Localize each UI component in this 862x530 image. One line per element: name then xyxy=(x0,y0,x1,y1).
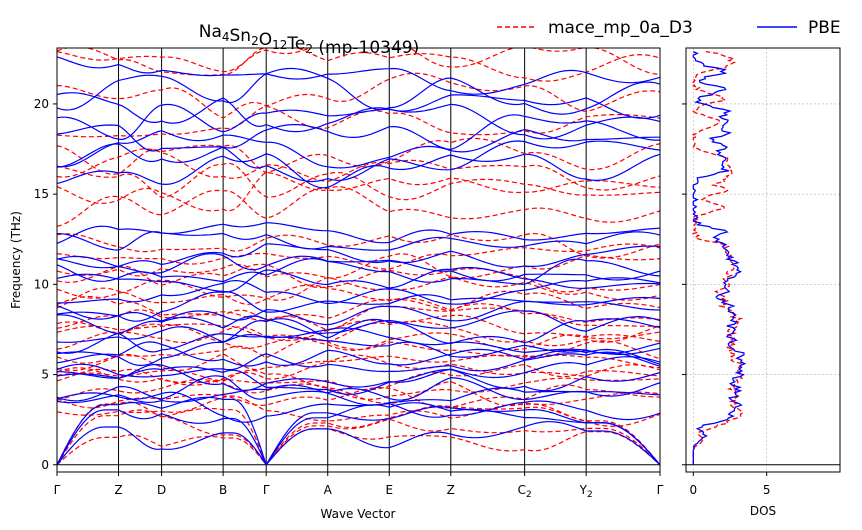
y-tick-label: 5 xyxy=(41,368,49,382)
band-line-pbe xyxy=(57,92,660,133)
band-line-mace xyxy=(57,284,660,312)
band-y-ticks: 0 5 10 15 20 xyxy=(34,97,57,472)
band-line-pbe xyxy=(57,128,660,169)
band-line-mace xyxy=(57,276,660,301)
dos-line-mace xyxy=(691,50,745,465)
band-line-mace xyxy=(57,369,660,400)
band-line-mace xyxy=(57,105,660,138)
dos-grid xyxy=(686,48,840,472)
band-line-pbe xyxy=(57,56,660,95)
x-tick-label: Γ xyxy=(54,483,61,497)
band-line-pbe xyxy=(57,341,660,367)
x-tick-label: C2 xyxy=(518,483,532,500)
x-tick-label: Γ xyxy=(263,483,270,497)
legend-label-pbe: PBE xyxy=(808,18,841,38)
band-line-mace xyxy=(57,263,660,293)
band-line-mace xyxy=(57,320,660,350)
band-line-mace xyxy=(57,401,660,467)
band-line-mace xyxy=(57,428,660,466)
band-line-pbe xyxy=(57,103,660,141)
dos-line-pbe xyxy=(692,51,747,465)
band-line-pbe xyxy=(57,391,660,423)
y-tick-label: 10 xyxy=(34,277,49,291)
band-line-pbe xyxy=(57,140,660,183)
band-line-mace xyxy=(57,48,660,75)
band-line-pbe xyxy=(57,396,660,467)
band-line-pbe xyxy=(57,277,660,305)
band-line-mace xyxy=(57,162,660,201)
band-line-pbe xyxy=(57,67,660,115)
y-axis-label: Frequency (THz) xyxy=(9,211,23,309)
band-line-pbe xyxy=(57,351,660,378)
band-line-mace xyxy=(57,353,660,372)
y-tick-label: 15 xyxy=(34,187,49,201)
band-line-pbe xyxy=(57,375,660,402)
band-line-pbe xyxy=(57,406,660,467)
dos-lines xyxy=(691,50,747,465)
x-tick-label: E xyxy=(385,483,393,497)
band-line-mace xyxy=(57,72,660,119)
dos-x-tick-label: 5 xyxy=(763,483,771,497)
band-x-ticks: Γ Z D B Γ A E Z C2 Y2 Γ xyxy=(54,472,664,500)
x-axis-label: Wave Vector xyxy=(321,507,396,521)
band-line-pbe xyxy=(57,356,660,392)
band-line-mace xyxy=(57,243,660,270)
band-line-pbe xyxy=(57,318,660,345)
x-tick-label: B xyxy=(219,483,227,497)
x-tick-label: D xyxy=(157,483,166,497)
band-line-pbe xyxy=(57,253,660,282)
legend: mace_mp_0a_D3 PBE xyxy=(497,18,841,38)
band-line-pbe xyxy=(57,300,660,326)
band-line-pbe xyxy=(57,327,660,355)
band-line-pbe xyxy=(57,153,660,189)
band-line-mace xyxy=(57,326,660,351)
band-plot-frame xyxy=(56,47,661,473)
y-tick-label: 20 xyxy=(34,97,49,111)
band-line-mace xyxy=(57,48,660,82)
legend-label-mace: mace_mp_0a_D3 xyxy=(548,18,693,38)
band-line-mace xyxy=(57,395,660,427)
band-line-mace xyxy=(57,137,660,175)
band-line-pbe xyxy=(57,333,660,367)
band-line-mace xyxy=(57,253,660,279)
x-tick-label: Γ xyxy=(657,483,664,497)
band-line-pbe xyxy=(57,421,660,466)
band-line-pbe xyxy=(57,243,660,269)
band-line-pbe xyxy=(57,291,660,322)
band-line-mace xyxy=(57,186,660,227)
band-line-mace xyxy=(57,171,660,212)
x-tick-label: Z xyxy=(114,483,122,497)
x-tick-label: Z xyxy=(447,483,455,497)
band-line-pbe xyxy=(57,114,660,152)
band-lines xyxy=(57,48,660,467)
band-line-pbe xyxy=(57,310,660,335)
band-line-mace xyxy=(57,378,660,407)
dos-x-tick-label: 0 xyxy=(690,483,698,497)
band-line-mace xyxy=(57,148,660,191)
band-line-mace xyxy=(57,295,660,323)
band-line-pbe xyxy=(57,267,660,293)
x-tick-label: A xyxy=(324,483,333,497)
band-line-mace xyxy=(57,232,660,259)
band-line-pbe xyxy=(57,231,660,251)
band-line-pbe xyxy=(57,366,660,395)
band-line-mace xyxy=(57,354,660,386)
dos-plot-frame xyxy=(685,47,841,473)
band-line-mace xyxy=(57,363,660,391)
band-line-mace xyxy=(57,409,660,466)
band-line-pbe xyxy=(57,222,660,244)
y-tick-label: 0 xyxy=(41,458,49,472)
dos-axis-label: DOS xyxy=(750,504,776,518)
x-tick-label: Y2 xyxy=(579,483,593,500)
